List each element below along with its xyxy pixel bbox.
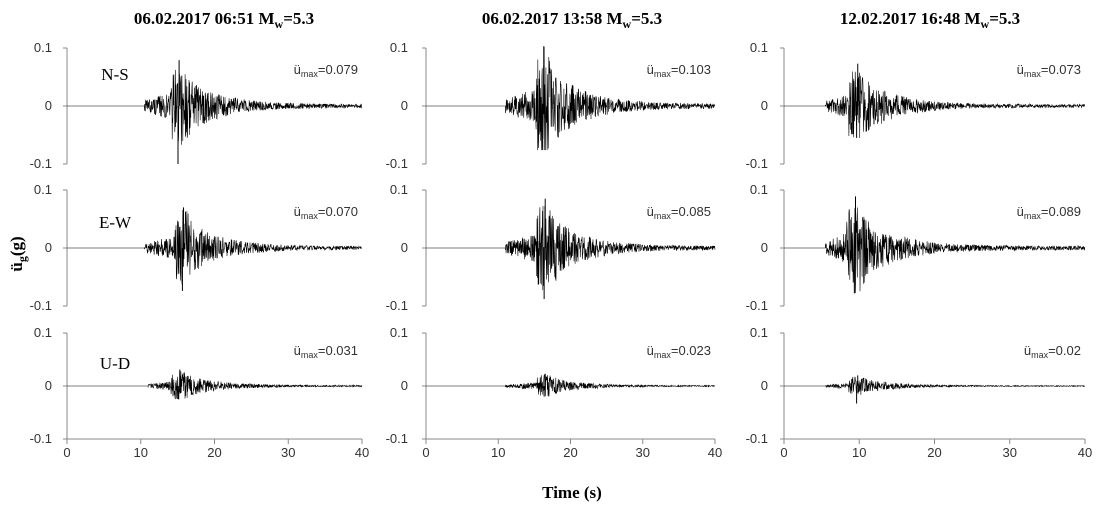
acceleration-trace: [67, 209, 362, 285]
component-label: U-D: [100, 354, 130, 373]
panel-r1-c3: 0.1 0 -0.1 ümax=0.073: [746, 40, 1086, 171]
acceleration-trace: [784, 207, 1086, 294]
y-tick-label: 0: [761, 98, 768, 113]
acceleration-trace: [784, 71, 1086, 138]
x-tick-label: 0: [63, 445, 70, 460]
y-tick-label: 0.1: [34, 325, 52, 340]
x-tick-label: 30: [636, 445, 650, 460]
acceleration-trace: [67, 371, 363, 400]
x-tick-label: 30: [1003, 445, 1017, 460]
x-tick-label: 40: [1078, 445, 1092, 460]
title-subscript: w: [275, 17, 284, 31]
panel-r3-c3: 0.1 0 -0.1 ümax=0.02: [746, 325, 1086, 446]
peak-annotation: ümax=0.089: [1017, 204, 1081, 221]
y-tick-label: 0.1: [750, 182, 768, 197]
panel-r2-c2: 0.1 0 -0.1 ümax=0.085: [386, 182, 716, 313]
peak-annotation: ümax=0.073: [1017, 62, 1081, 79]
peak-annotation: ümax=0.070: [294, 204, 358, 221]
y-tick-label: 0: [401, 240, 408, 255]
panel-r2-c3: 0.1 0 -0.1 ümax=0.089: [746, 182, 1086, 313]
panel-r2-c1: 0.1 0 -0.1 E-W ümax=0.070: [30, 182, 362, 313]
x-tick-label: 40: [708, 445, 722, 460]
panel-r1-c1: 0.1 0 -0.1 N-S ümax=0.079: [30, 40, 363, 171]
y-tick-label: 0: [401, 378, 408, 393]
peak-annotation: ümax=0.079: [294, 62, 358, 79]
x-tick-label: 40: [355, 445, 369, 460]
y-tick-label: 0.1: [34, 40, 52, 55]
acceleration-trace: [426, 46, 716, 151]
x-axis: 0 10 20 30 40: [780, 438, 1092, 460]
y-tick-label: 0: [45, 378, 52, 393]
x-tick-label: 10: [491, 445, 505, 460]
title-subscript: w: [623, 17, 632, 31]
y-tick-label: -0.1: [746, 156, 768, 171]
y-tick-label: -0.1: [386, 298, 408, 313]
y-axis-title: üg(g): [7, 236, 29, 271]
x-tick-label: 10: [134, 445, 148, 460]
x-tick-label: 0: [780, 445, 787, 460]
x-axis: 0 10 20 30 40: [63, 438, 369, 460]
column-2: 06.02.2017 13:58 Mw=5.3 0.1 0 -0.1 ümax=0.10…: [386, 9, 723, 460]
x-axis: 0 10 20 30 40: [422, 438, 722, 460]
y-tick-label: 0.1: [390, 182, 408, 197]
acceleration-trace: [67, 69, 363, 145]
y-tick-label: 0: [761, 378, 768, 393]
y-tick-label: -0.1: [30, 431, 52, 446]
panel-r1-c2: 0.1 0 -0.1 ümax=0.103: [386, 40, 716, 171]
peak-annotation: ümax=0.023: [647, 343, 711, 360]
y-tick-label: -0.1: [30, 156, 52, 171]
column-title: 06.02.2017 13:58 Mw=5.3: [482, 9, 662, 31]
y-tick-label: 0: [45, 98, 52, 113]
y-tick-label: 0: [761, 240, 768, 255]
x-tick-label: 20: [927, 445, 941, 460]
peak-annotation: ümax=0.103: [647, 62, 711, 79]
y-tick-label: 0.1: [390, 325, 408, 340]
y-tick-label: -0.1: [746, 298, 768, 313]
x-tick-label: 10: [852, 445, 866, 460]
y-tick-label: 0.1: [750, 325, 768, 340]
column-title: 12.02.2017 16:48 Mw=5.3: [840, 9, 1020, 31]
y-tick-label: -0.1: [386, 431, 408, 446]
y-tick-label: -0.1: [30, 298, 52, 313]
y-tick-label: 0.1: [750, 40, 768, 55]
panel-r3-c1: 0.1 0 -0.1 U-D ümax=0.031: [30, 325, 363, 446]
x-axis-title: Time (s): [542, 483, 602, 502]
y-tick-label: 0: [45, 240, 52, 255]
x-tick-label: 0: [422, 445, 429, 460]
acceleration-trace: [426, 374, 716, 397]
component-label: N-S: [101, 65, 128, 84]
column-3: 12.02.2017 16:48 Mw=5.3 0.1 0 -0.1 ümax=0.07…: [746, 9, 1093, 460]
peak-annotation: ümax=0.031: [294, 343, 358, 360]
y-tick-label: 0.1: [390, 40, 408, 55]
panel-r3-c2: 0.1 0 -0.1 ümax=0.023: [386, 325, 716, 446]
y-tick-label: -0.1: [386, 156, 408, 171]
column-title: 06.02.2017 06:51 Mw=5.3: [134, 9, 314, 31]
peak-annotation: ümax=0.02: [1024, 343, 1081, 360]
y-tick-label: 0: [401, 98, 408, 113]
x-tick-label: 30: [281, 445, 295, 460]
component-label: E-W: [99, 213, 132, 232]
peak-annotation: ümax=0.085: [647, 204, 711, 221]
column-1: 06.02.2017 06:51 Mw=5.3 0.1 0 -0.1 N-S ümax=0…: [30, 9, 370, 460]
acceleration-trace: [426, 205, 716, 291]
y-tick-label: -0.1: [746, 431, 768, 446]
x-tick-label: 20: [207, 445, 221, 460]
title-subscript: w: [981, 17, 990, 31]
x-tick-label: 20: [563, 445, 577, 460]
acceleration-trace: [784, 376, 1086, 395]
y-tick-label: 0.1: [34, 182, 52, 197]
